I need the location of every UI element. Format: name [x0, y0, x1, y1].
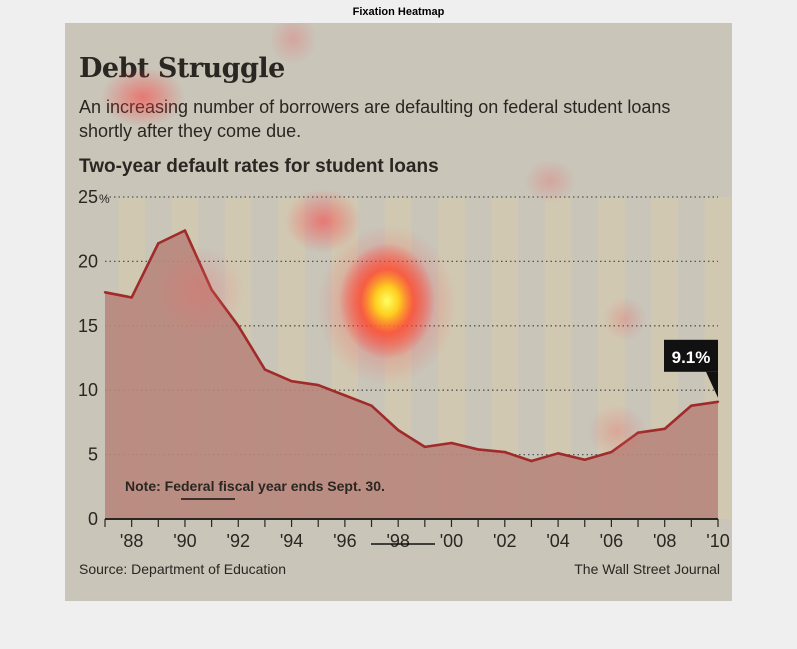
- source-label: Source: Department of Education: [79, 561, 287, 577]
- y-tick-label: 15: [78, 316, 98, 336]
- callout-box: [664, 339, 718, 372]
- data-point: [636, 431, 640, 434]
- x-tick-label: '96: [333, 531, 356, 551]
- data-point: [530, 459, 533, 463]
- data-point: [157, 242, 160, 245]
- y-tick-label: 5: [88, 445, 98, 465]
- y-tick-label: 0: [88, 509, 98, 529]
- data-point: [610, 450, 613, 454]
- x-tick-label: '06: [600, 531, 623, 551]
- callout-pointer: [706, 371, 718, 398]
- figure-title: Fixation Heatmap: [352, 6, 445, 18]
- callout-label: 9.1%: [672, 348, 711, 367]
- data-point: [103, 291, 107, 294]
- data-point: [503, 450, 506, 454]
- x-tick-label: '90: [173, 531, 196, 551]
- y-tick-label: 20: [78, 251, 98, 271]
- data-point: [476, 448, 480, 451]
- x-tick-label: '94: [280, 531, 303, 551]
- data-point: [423, 445, 427, 449]
- data-point: [556, 452, 560, 455]
- data-point: [317, 383, 320, 387]
- data-point: [370, 404, 373, 407]
- y-tick-label: 10: [78, 380, 98, 400]
- headline: Debt Struggle: [79, 53, 285, 84]
- credit-label: The Wall Street Journal: [574, 561, 720, 577]
- chart-panel: '88 '90 '92 '94 '96 '98 '00 '02 '04 '06 '08 '10 0 5 10…: [65, 23, 732, 601]
- data-point: [290, 379, 293, 383]
- chart-title: Two-year default rates for student loans: [79, 156, 439, 177]
- x-tick-label: '10: [706, 531, 729, 551]
- data-point: [663, 427, 666, 431]
- x-tick-label: '88: [120, 531, 143, 551]
- data-point: [237, 324, 240, 327]
- data-point: [450, 441, 453, 445]
- data-point: [716, 400, 720, 403]
- default-rate-area: [105, 230, 718, 519]
- x-tick-label: '98: [386, 531, 409, 551]
- x-tick-label: '04: [546, 531, 569, 551]
- data-point: [210, 288, 213, 291]
- data-point: [263, 368, 267, 371]
- data-point: [690, 404, 693, 407]
- x-tick-label: '92: [227, 531, 250, 551]
- data-point: [396, 428, 400, 432]
- data-point: [583, 458, 586, 461]
- x-tick-label: '00: [440, 531, 463, 551]
- data-point: [130, 296, 133, 299]
- x-tick-label: '02: [493, 531, 516, 551]
- data-point: [343, 394, 347, 397]
- x-tick-label: '08: [653, 531, 676, 551]
- y-unit-label: %: [99, 192, 110, 206]
- data-point: [183, 229, 187, 232]
- y-tick-label: 25: [78, 187, 98, 207]
- chart-note: Note: Federal fiscal year ends Sept. 30.: [125, 478, 385, 494]
- subheadline: An increasing number of borrowers are de…: [79, 97, 671, 141]
